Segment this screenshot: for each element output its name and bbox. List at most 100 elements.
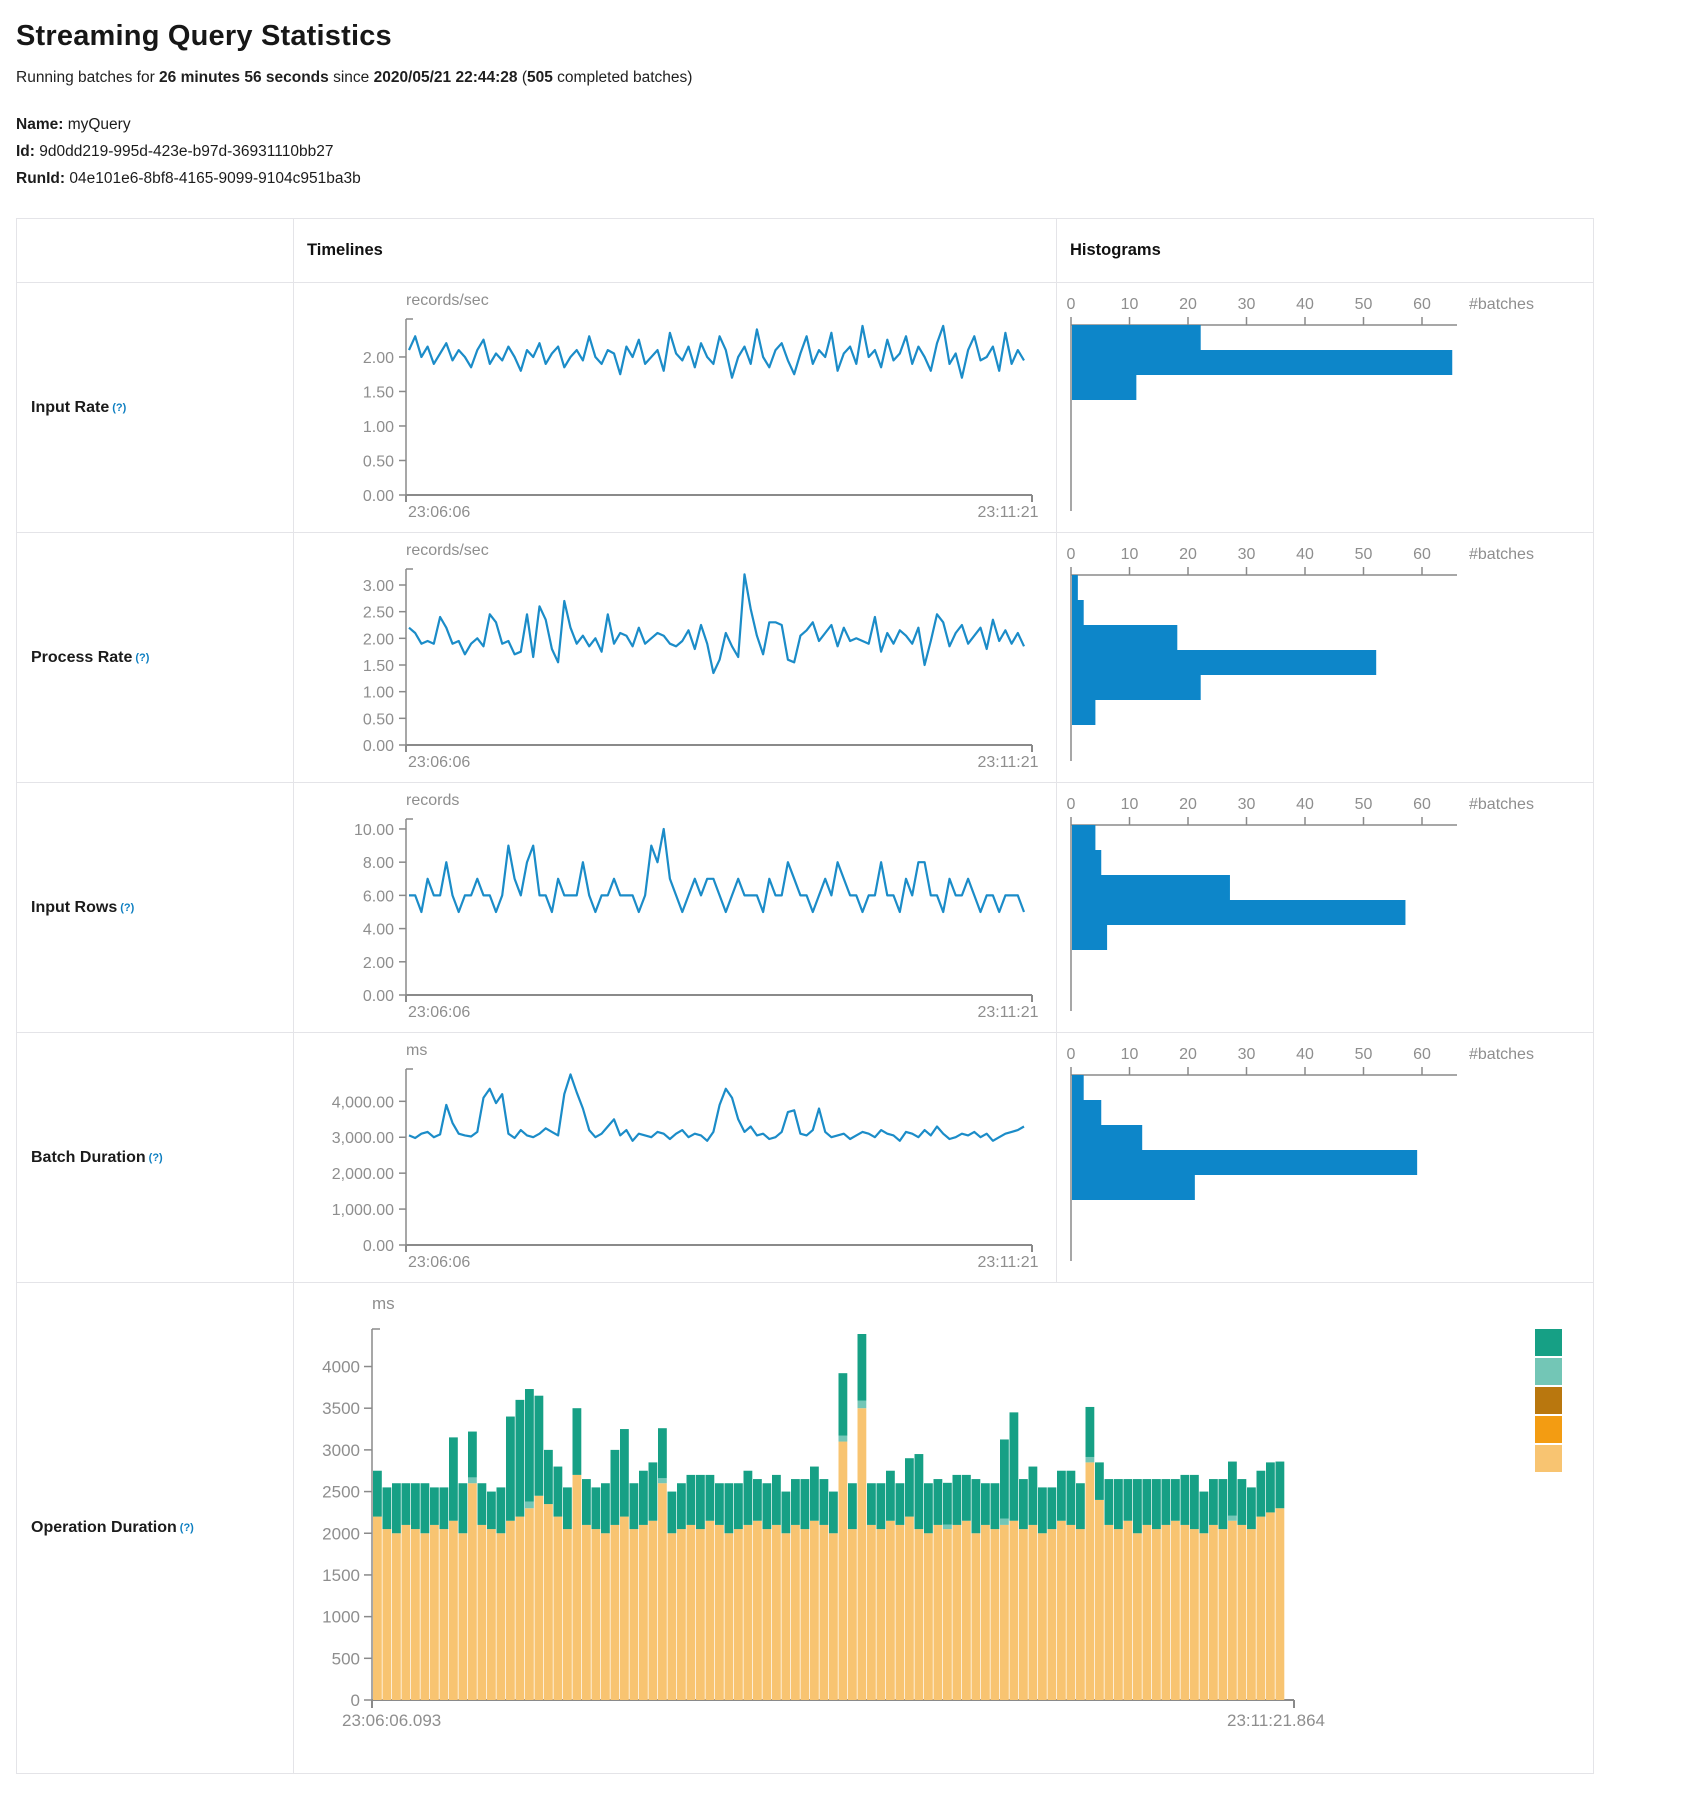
svg-text:60: 60 [1413,546,1431,563]
batch-duration-timeline-chart: ms 4,000.00 3,000.00 2,000.00 1,000.00 0.00 23… [294,1033,1057,1283]
svg-text:3.00: 3.00 [363,578,394,595]
svg-text:0.00: 0.00 [363,488,394,505]
svg-text:30: 30 [1238,296,1256,313]
svg-text:1,000.00: 1,000.00 [332,1202,394,1219]
svg-text:ms: ms [406,1042,427,1059]
page-title: Streaming Query Statistics [16,20,392,52]
svg-text:2.50: 2.50 [363,605,394,622]
summary-mid: since [328,69,374,86]
svg-text:30: 30 [1238,546,1256,563]
svg-text:2500: 2500 [322,1483,360,1502]
svg-text:20: 20 [1179,796,1197,813]
svg-text:0: 0 [1067,546,1076,563]
svg-text:23:06:06: 23:06:06 [408,1004,470,1021]
svg-text:30: 30 [1238,796,1256,813]
query-runid: 04e101e6-8bf8-4165-9099-9104c951ba3b [69,170,361,187]
svg-text:0.00: 0.00 [363,988,394,1005]
svg-text:50: 50 [1355,796,1373,813]
svg-text:23:11:21: 23:11:21 [977,1004,1038,1021]
svg-text:#batches: #batches [1469,546,1534,563]
id-label: Id: [16,143,35,160]
svg-text:1.00: 1.00 [363,419,394,436]
svg-text:3000: 3000 [322,1441,360,1460]
svg-text:50: 50 [1355,296,1373,313]
svg-text:4000: 4000 [322,1358,360,1377]
svg-text:0: 0 [1067,796,1076,813]
batch-duration-help-icon[interactable]: (?) [148,1151,163,1164]
svg-text:6.00: 6.00 [363,888,394,905]
svg-text:23:11:21: 23:11:21 [977,1254,1038,1271]
process-rate-help-icon[interactable]: (?) [135,651,150,664]
svg-text:10: 10 [1121,1046,1139,1063]
svg-text:0: 0 [351,1691,360,1710]
svg-text:0.50: 0.50 [363,453,394,470]
svg-text:#batches: #batches [1469,296,1534,313]
summary-prefix: Running batches for [16,69,160,86]
svg-text:0: 0 [1067,296,1076,313]
svg-text:#batches: #batches [1469,1046,1534,1063]
svg-text:0.50: 0.50 [363,711,394,728]
svg-text:1.00: 1.00 [363,685,394,702]
svg-text:2000: 2000 [322,1524,360,1543]
svg-text:1.50: 1.50 [363,384,394,401]
svg-text:40: 40 [1296,296,1314,313]
svg-text:2.00: 2.00 [363,631,394,648]
svg-text:23:06:06.093: 23:06:06.093 [342,1711,441,1730]
operation-duration-help-icon[interactable]: (?) [179,1522,194,1534]
query-runid-row: RunId: 04e101e6-8bf8-4165-9099-9104c951b… [16,165,1677,192]
svg-text:23:11:21: 23:11:21 [977,504,1038,521]
process-rate-timeline-chart: records/sec 3.00 2.50 2.00 1.50 1.00 0.50 0.00 2… [294,533,1057,783]
input-rate-help-icon[interactable]: (?) [112,401,127,414]
svg-text:records: records [406,792,459,809]
process-rate-histogram-chart: 0 10 20 30 40 50 60 #batches [1057,533,1593,783]
row-label-operation-duration: Operation Duration (?) [17,1283,294,1773]
name-label: Name: [16,116,64,133]
svg-text:ms: ms [372,1294,395,1313]
stats-table: Timelines Histograms Input Rate (?) recor… [16,218,1594,1774]
svg-text:3,000.00: 3,000.00 [332,1130,394,1147]
svg-text:23:11:21.864: 23:11:21.864 [1227,1711,1325,1730]
svg-text:23:06:06: 23:06:06 [408,1254,470,1271]
svg-text:3500: 3500 [322,1399,360,1418]
svg-text:40: 40 [1296,1046,1314,1063]
svg-text:60: 60 [1413,1046,1431,1063]
svg-text:40: 40 [1296,796,1314,813]
svg-text:23:06:06: 23:06:06 [408,504,470,521]
svg-text:20: 20 [1179,546,1197,563]
row-label-input-rate: Input Rate (?) [17,283,294,533]
svg-text:records/sec: records/sec [406,292,489,309]
svg-text:0: 0 [1067,1046,1076,1063]
svg-text:30: 30 [1238,1046,1256,1063]
input-rows-timeline-chart: records 10.00 8.00 6.00 4.00 2.00 0.00 23:06:06… [294,783,1057,1033]
svg-text:0.00: 0.00 [363,738,394,755]
query-id: 9d0dd219-995d-423e-b97d-36931110bb27 [39,143,334,160]
query-id-row: Id: 9d0dd219-995d-423e-b97d-36931110bb27 [16,138,1677,165]
runid-label: RunId: [16,170,66,187]
svg-text:20: 20 [1179,296,1197,313]
header-timelines: Timelines [294,219,1057,283]
svg-text:4,000.00: 4,000.00 [332,1094,394,1111]
svg-text:23:06:06: 23:06:06 [408,754,470,771]
query-meta: Name: myQuery Id: 9d0dd219-995d-423e-b97… [16,111,1677,192]
input-rows-histogram-chart: 0 10 20 30 40 50 60 #batches [1057,783,1593,1033]
svg-text:0.00: 0.00 [363,1238,394,1255]
completed-batch-count: 505 [526,69,553,86]
svg-text:4.00: 4.00 [363,922,394,939]
svg-text:20: 20 [1179,1046,1197,1063]
svg-text:10: 10 [1121,296,1139,313]
svg-text:1500: 1500 [322,1566,360,1585]
running-duration: 26 minutes 56 seconds [159,69,329,86]
svg-text:records/sec: records/sec [406,542,489,559]
svg-text:1000: 1000 [322,1608,360,1627]
svg-text:60: 60 [1413,796,1431,813]
row-label-input-rows: Input Rows (?) [17,783,294,1033]
svg-text:#batches: #batches [1469,796,1534,813]
svg-text:8.00: 8.00 [363,855,394,872]
input-rows-help-icon[interactable]: (?) [120,901,135,914]
header-empty [17,219,294,283]
header-histograms: Histograms [1057,219,1593,283]
svg-text:10: 10 [1121,546,1139,563]
svg-text:2.00: 2.00 [363,350,394,367]
svg-text:2,000.00: 2,000.00 [332,1166,394,1183]
svg-text:60: 60 [1413,296,1431,313]
